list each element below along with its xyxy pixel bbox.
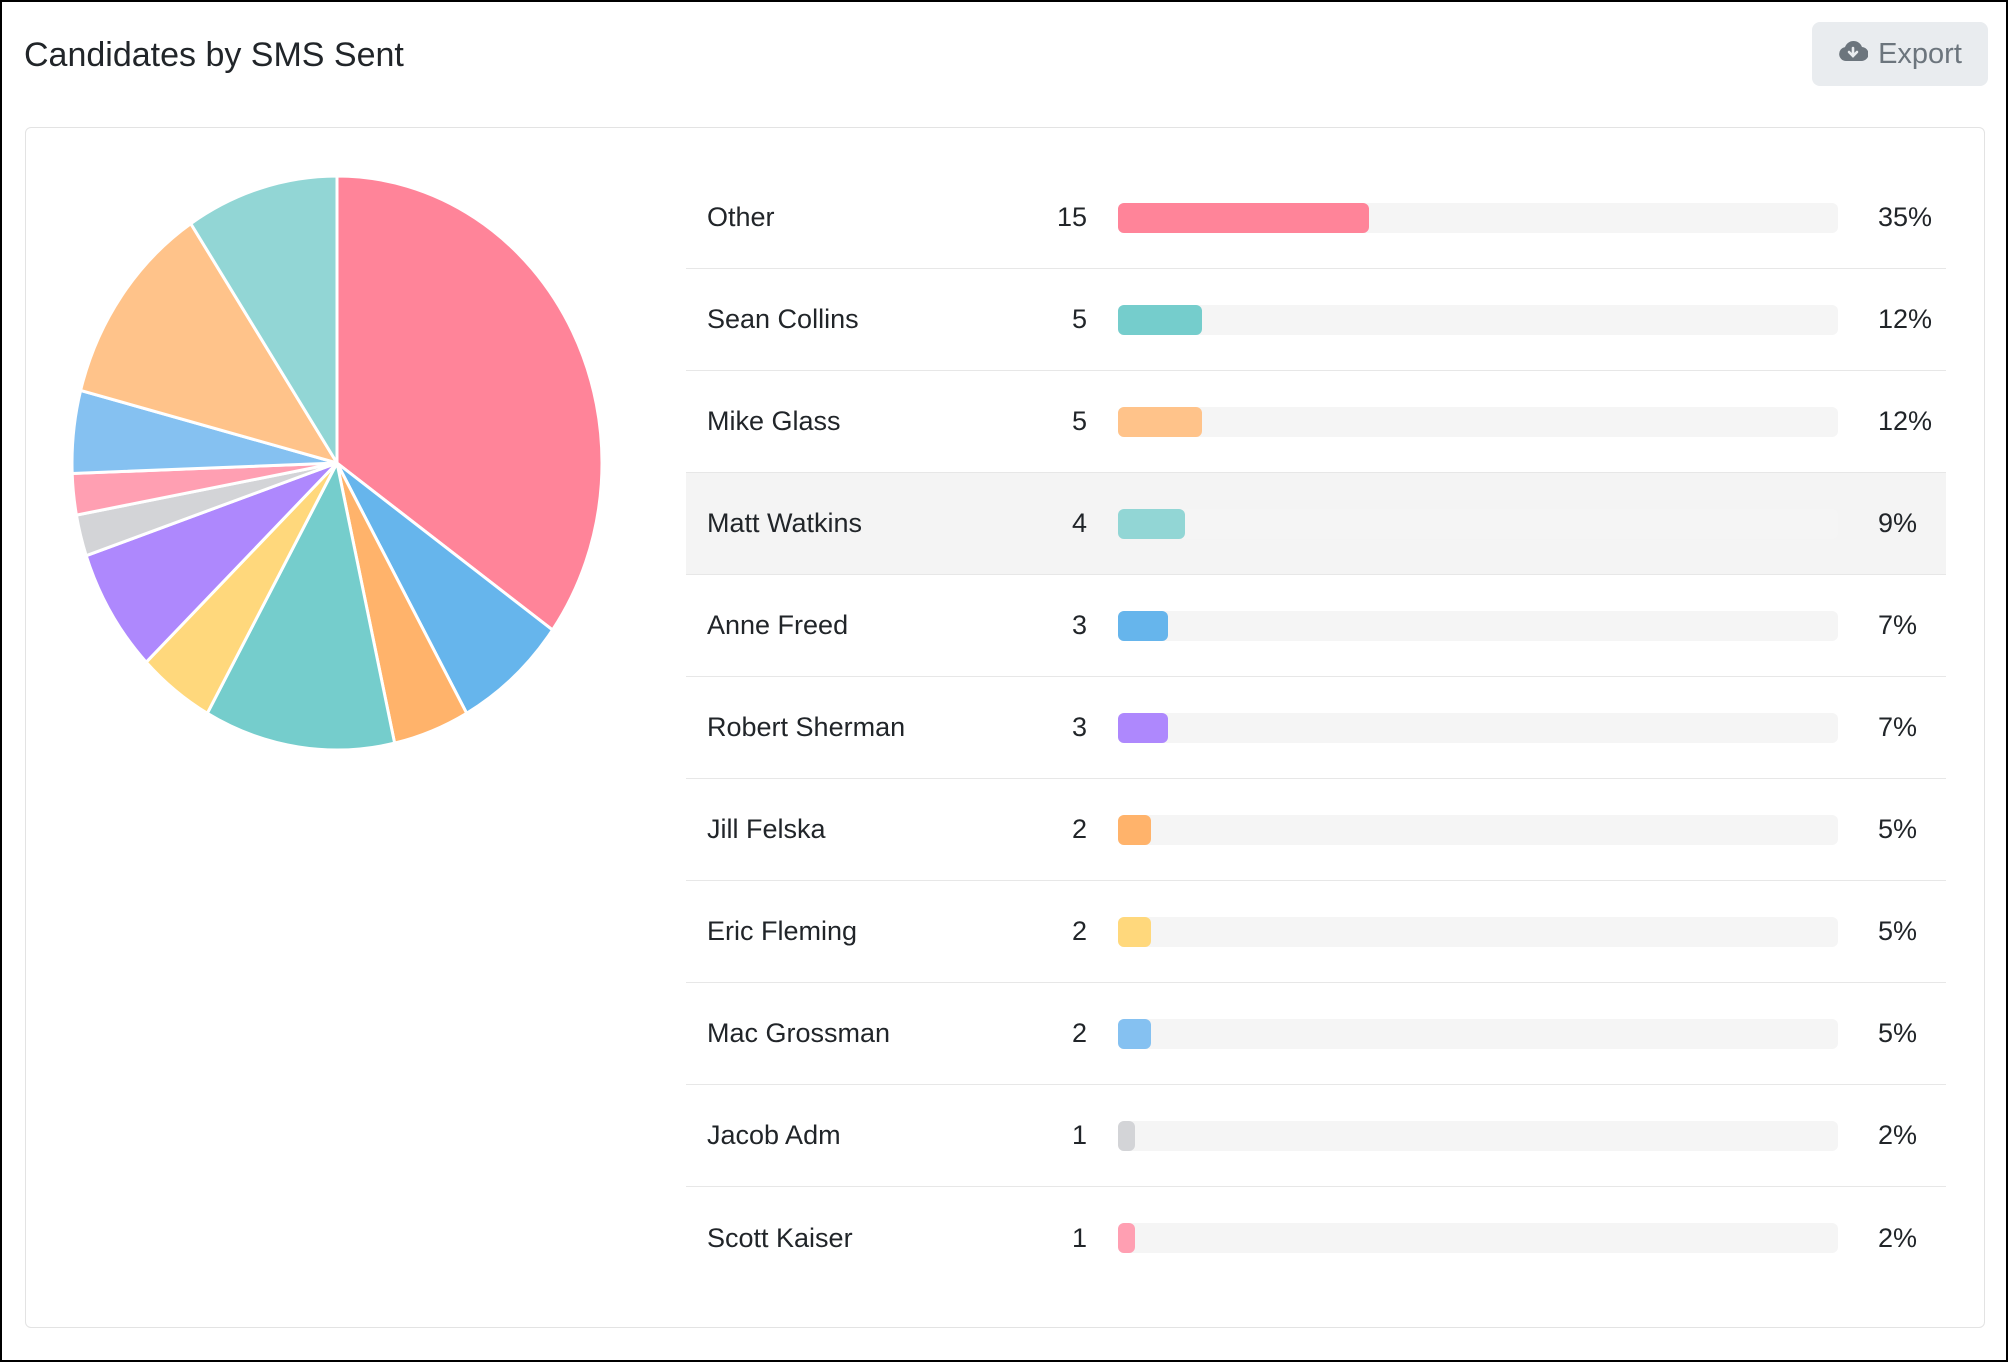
export-label: Export (1878, 37, 1962, 70)
candidate-name: Mike Glass (707, 406, 841, 436)
legend-table: Other 15 35% Sean Collins 5 12% Mike Glass… (686, 167, 1946, 1289)
percent-bar-track (1118, 406, 1838, 437)
legend-row[interactable]: Robert Sherman 3 7% (686, 677, 1946, 779)
legend-row[interactable]: Jacob Adm 1 2% (686, 1085, 1946, 1187)
candidate-name: Jacob Adm (707, 1120, 841, 1150)
candidate-name: Eric Fleming (707, 916, 858, 946)
percent-bar-track (1118, 304, 1838, 335)
sms-count: 2 (1071, 1018, 1087, 1048)
candidate-name: Anne Freed (707, 610, 849, 640)
percent-bar-track (1118, 814, 1838, 845)
percent-bar-track (1118, 202, 1838, 233)
percent-label: 5% (1878, 1018, 1918, 1048)
percent-bar-track (1118, 610, 1838, 641)
pie-chart (70, 174, 604, 752)
sms-count: 2 (1071, 916, 1087, 946)
legend-row[interactable]: Eric Fleming 2 5% (686, 881, 1946, 983)
percent-bar-fill (1118, 712, 1169, 743)
legend-row[interactable]: Sean Collins 5 12% (686, 269, 1946, 371)
candidate-name: Matt Watkins (707, 508, 863, 538)
sms-count: 4 (1071, 508, 1087, 538)
percent-label: 12% (1878, 304, 1933, 334)
candidate-name: Jill Felska (707, 814, 826, 844)
pie-slice-matt-watkins[interactable] (188, 174, 339, 469)
percent-bar-track (1118, 1223, 1838, 1253)
pie-slice-anne-freed[interactable] (335, 461, 555, 716)
sms-count: 1 (1071, 1120, 1087, 1150)
percent-bar-fill (1118, 610, 1169, 641)
sms-count: 5 (1071, 304, 1087, 334)
export-button[interactable]: Export (1812, 22, 1988, 86)
percent-label: 2% (1878, 1222, 1918, 1253)
legend-row[interactable]: Anne Freed 3 7% (686, 575, 1946, 677)
sms-count: 2 (1071, 814, 1087, 844)
percent-label: 12% (1878, 406, 1933, 436)
percent-bar-fill (1118, 508, 1185, 539)
candidate-name: Other (707, 202, 775, 232)
legend-row[interactable]: Jill Felska 2 5% (686, 779, 1946, 881)
legend-row[interactable]: Matt Watkins 4 9% (686, 473, 1946, 575)
legend-row[interactable]: Scott Kaiser 1 2% (686, 1187, 1946, 1289)
percent-bar-fill (1118, 814, 1152, 845)
percent-label: 7% (1878, 610, 1918, 640)
chart-card (25, 127, 1985, 1328)
sms-count: 3 (1071, 610, 1087, 640)
page-title: Candidates by SMS Sent (24, 36, 404, 74)
percent-bar-fill (1118, 406, 1202, 437)
sms-count: 5 (1071, 406, 1087, 436)
percent-bar-fill (1118, 202, 1370, 233)
legend-row[interactable]: Mike Glass 5 12% (686, 371, 1946, 473)
percent-bar-fill (1118, 304, 1202, 335)
percent-label: 5% (1878, 916, 1918, 946)
pie-slice-other[interactable] (335, 174, 604, 633)
percent-bar-track (1118, 508, 1838, 539)
percent-bar-fill (1118, 1018, 1152, 1049)
percent-label: 35% (1878, 202, 1933, 232)
percent-label: 7% (1878, 712, 1918, 742)
candidate-name: Sean Collins (707, 304, 859, 334)
percent-bar-fill (1118, 1120, 1135, 1151)
percent-bar-track (1118, 712, 1838, 743)
percent-bar-track (1118, 1018, 1838, 1049)
sms-count: 15 (1056, 202, 1087, 232)
percent-bar-track (1118, 1120, 1838, 1151)
legend-row[interactable]: Other 15 35% (686, 167, 1946, 269)
percent-label: 2% (1878, 1120, 1918, 1150)
pie-slice-robert-sherman[interactable] (84, 461, 339, 665)
pie-slice-mike-glass[interactable] (78, 221, 341, 466)
percent-bar-fill (1118, 1223, 1135, 1253)
pie-slice-sean-collins[interactable] (205, 458, 397, 752)
percent-label: 9% (1878, 508, 1918, 538)
sms-count: 3 (1071, 712, 1087, 742)
candidate-name: Mac Grossman (707, 1018, 891, 1048)
percent-label: 5% (1878, 814, 1918, 844)
sms-count: 1 (1071, 1222, 1087, 1253)
candidate-name: Scott Kaiser (707, 1222, 853, 1253)
percent-bar-fill (1118, 916, 1152, 947)
cloud-download-icon (1838, 38, 1869, 71)
candidate-name: Robert Sherman (707, 712, 906, 742)
legend-row[interactable]: Mac Grossman 2 5% (686, 983, 1946, 1085)
percent-bar-track (1118, 916, 1838, 947)
